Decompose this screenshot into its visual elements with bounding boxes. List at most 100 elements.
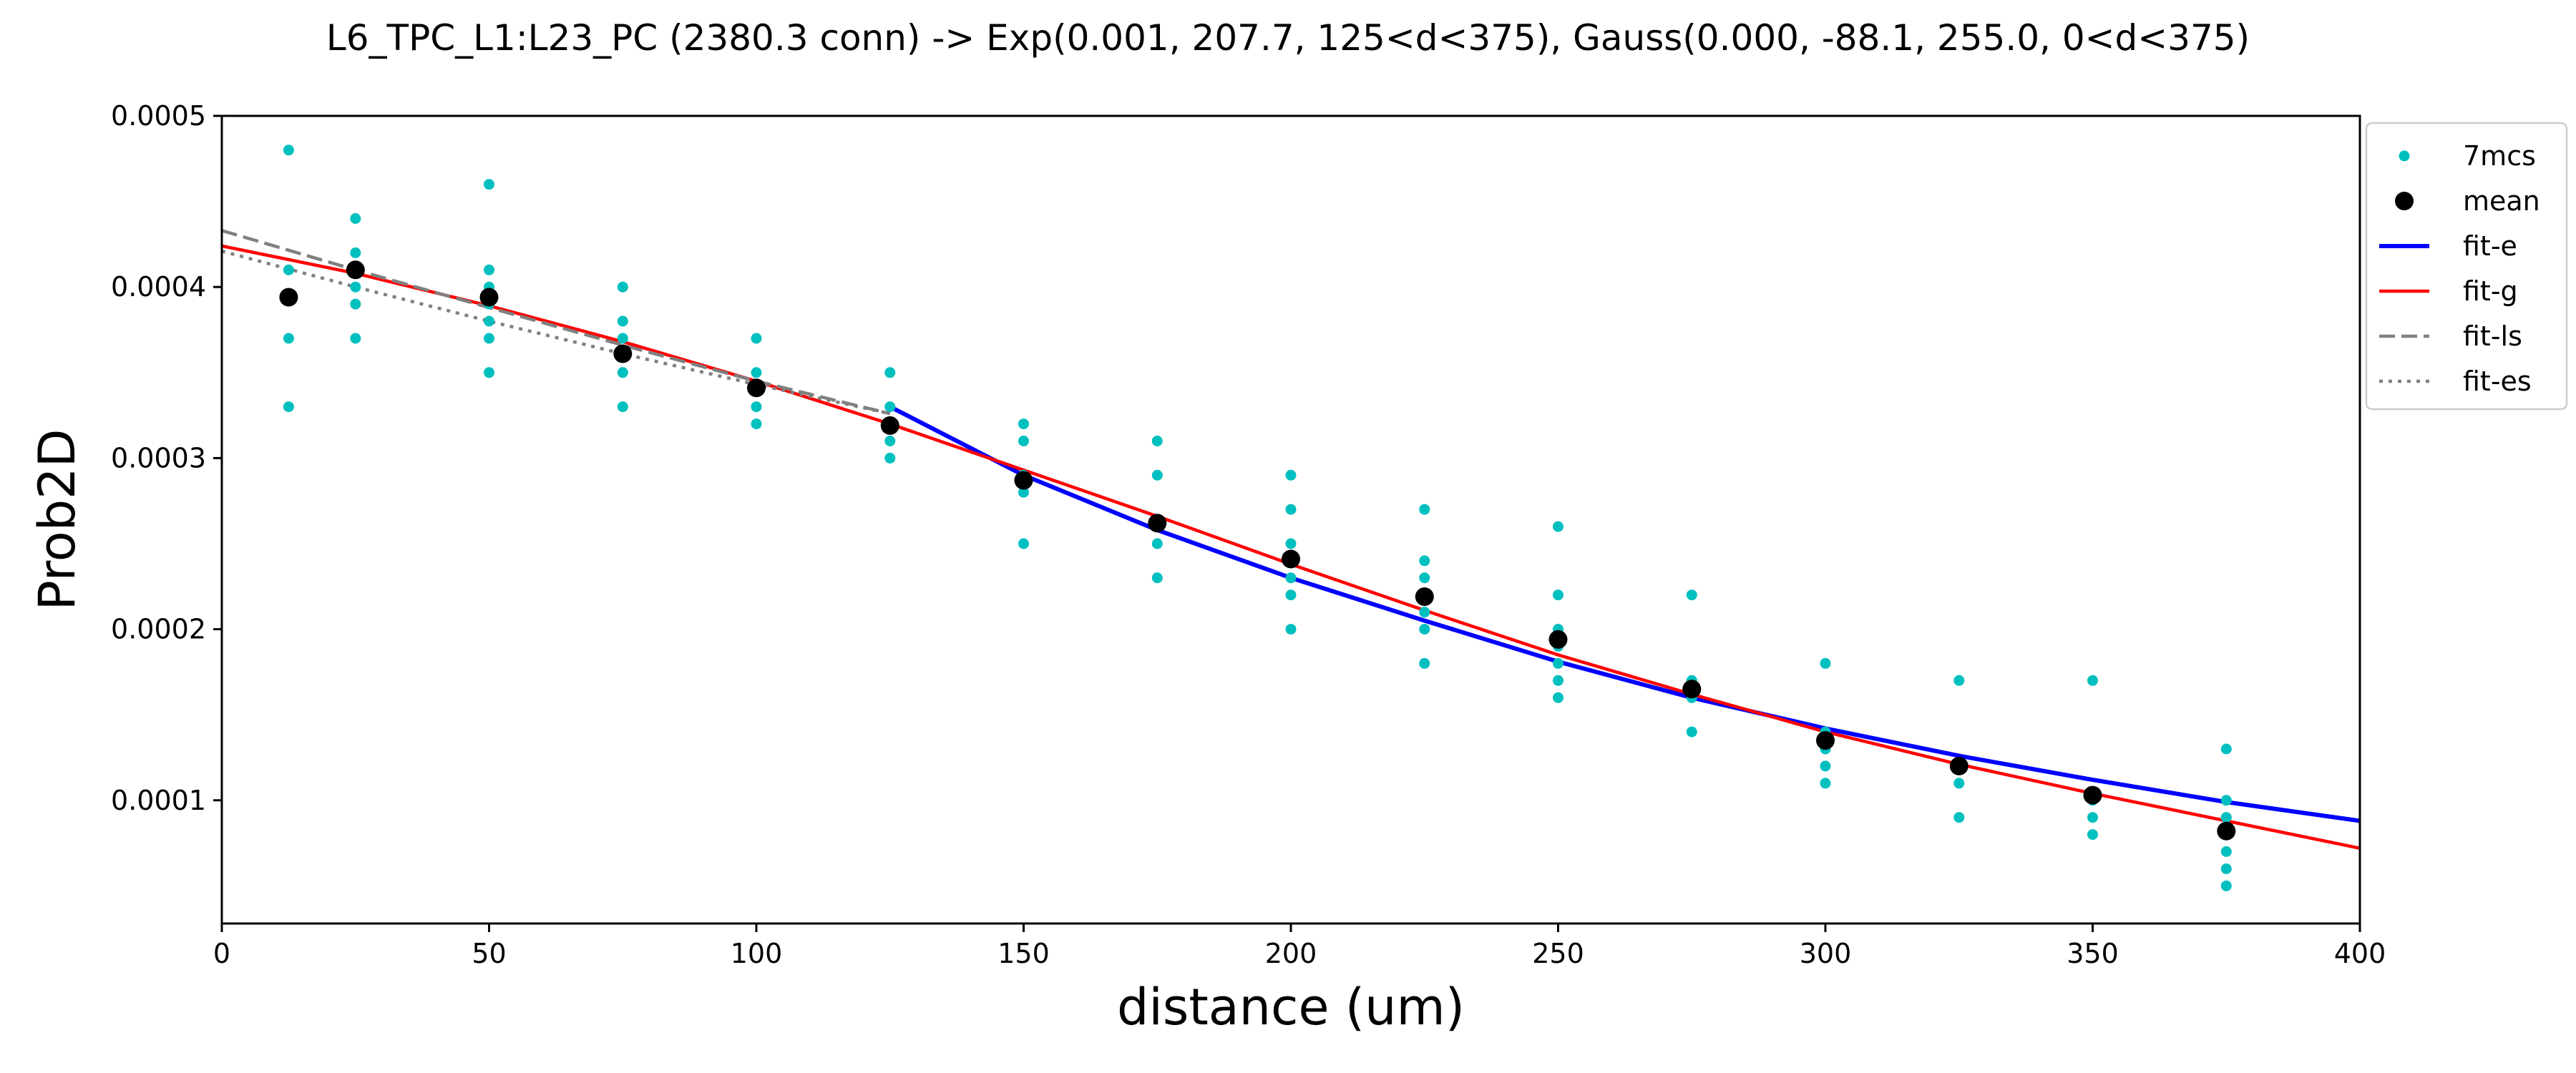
data-point-mean bbox=[613, 344, 633, 363]
data-point-7mcs bbox=[2220, 863, 2232, 874]
legend-marker-mean bbox=[2395, 192, 2414, 210]
legend-label-mean: mean bbox=[2463, 185, 2540, 217]
data-point-7mcs bbox=[2220, 795, 2232, 806]
legend-label-fit-es: fit-es bbox=[2463, 366, 2532, 397]
data-point-mean bbox=[479, 288, 499, 307]
data-point-7mcs bbox=[1553, 521, 1563, 532]
data-point-7mcs bbox=[283, 264, 294, 275]
data-point-7mcs bbox=[350, 213, 361, 224]
data-point-mean bbox=[1548, 629, 1568, 649]
data-point-7mcs bbox=[884, 436, 896, 446]
data-point-7mcs bbox=[617, 281, 628, 293]
legend-label-fit-ls: fit-ls bbox=[2463, 320, 2522, 352]
data-point-7mcs bbox=[1553, 692, 1563, 703]
data-point-7mcs bbox=[484, 367, 494, 378]
data-point-7mcs bbox=[2220, 880, 2232, 891]
series-line-fit-e bbox=[889, 404, 2360, 823]
data-point-7mcs bbox=[1151, 469, 1163, 481]
data-point-7mcs bbox=[1018, 418, 1029, 430]
series-line-fit-es bbox=[222, 249, 891, 416]
data-point-7mcs bbox=[2087, 812, 2098, 823]
data-point-7mcs bbox=[350, 298, 361, 310]
legend-marker-7mcs bbox=[2399, 150, 2410, 162]
chart-title: L6_TPC_L1:L23_PC (2380.3 conn) -> Exp(0.… bbox=[326, 17, 2250, 59]
data-point-7mcs bbox=[350, 281, 361, 293]
data-point-7mcs bbox=[1953, 778, 1965, 789]
data-point-mean bbox=[1816, 731, 1835, 750]
x-tick-label: 400 bbox=[2334, 938, 2386, 969]
data-point-7mcs bbox=[1419, 657, 1430, 669]
series-line-fit-ls bbox=[222, 229, 891, 416]
data-point-mean bbox=[1148, 514, 1167, 533]
data-point-mean bbox=[1282, 549, 1300, 569]
data-point-7mcs bbox=[1285, 624, 1297, 635]
x-tick-label: 250 bbox=[1532, 938, 1584, 969]
data-point-7mcs bbox=[751, 401, 762, 413]
x-tick-label: 100 bbox=[731, 938, 783, 969]
data-point-7mcs bbox=[1151, 436, 1163, 446]
data-point-mean bbox=[1415, 587, 1434, 607]
data-point-7mcs bbox=[1553, 589, 1563, 601]
data-point-7mcs bbox=[2220, 846, 2232, 857]
data-point-7mcs bbox=[1953, 675, 1965, 686]
data-point-7mcs bbox=[2087, 675, 2098, 686]
data-point-7mcs bbox=[1285, 538, 1297, 549]
data-point-mean bbox=[1949, 756, 1968, 775]
data-point-7mcs bbox=[617, 315, 628, 327]
y-axis: 0.0001 0.0002 0.0003 0.0004 0.0005 bbox=[111, 100, 222, 816]
data-point-7mcs bbox=[1820, 778, 1831, 789]
x-tick-label: 300 bbox=[1800, 938, 1852, 969]
data-point-mean bbox=[346, 260, 365, 280]
legend-label-fit-g: fit-g bbox=[2463, 275, 2518, 307]
x-axis: 0 50 100 150 200 250 300 350 400 bbox=[213, 923, 2386, 969]
data-point-7mcs bbox=[1285, 589, 1297, 601]
data-point-7mcs bbox=[1285, 469, 1297, 481]
data-point-7mcs bbox=[1686, 726, 1697, 738]
data-point-7mcs bbox=[1820, 760, 1831, 772]
data-point-mean bbox=[2217, 821, 2236, 841]
data-point-7mcs bbox=[1419, 504, 1430, 515]
data-point-7mcs bbox=[2220, 743, 2232, 755]
data-point-mean bbox=[1682, 680, 1702, 699]
data-point-7mcs bbox=[1553, 657, 1563, 669]
x-tick-label: 150 bbox=[997, 938, 1050, 969]
data-point-7mcs bbox=[1285, 504, 1297, 515]
data-point-7mcs bbox=[751, 418, 762, 430]
data-point-mean bbox=[1014, 471, 1033, 490]
y-tick-label: 0.0001 bbox=[111, 785, 206, 816]
x-tick-label: 50 bbox=[472, 938, 506, 969]
plot-area bbox=[222, 144, 2360, 891]
y-tick-label: 0.0005 bbox=[111, 100, 206, 132]
data-point-7mcs bbox=[1553, 675, 1563, 686]
data-point-7mcs bbox=[1419, 555, 1430, 567]
data-point-mean bbox=[2083, 785, 2102, 805]
data-point-7mcs bbox=[1285, 572, 1297, 584]
data-point-7mcs bbox=[1419, 624, 1430, 635]
x-tick-label: 350 bbox=[2067, 938, 2119, 969]
data-point-7mcs bbox=[484, 179, 494, 190]
plot-frame bbox=[220, 114, 2361, 925]
data-point-7mcs bbox=[350, 333, 361, 344]
data-point-7mcs bbox=[884, 452, 896, 464]
data-point-mean bbox=[747, 378, 766, 398]
data-point-7mcs bbox=[1018, 538, 1029, 549]
x-axis-label: distance (um) bbox=[1117, 978, 1465, 1037]
data-point-7mcs bbox=[1018, 486, 1029, 498]
data-point-7mcs bbox=[350, 247, 361, 258]
y-tick-label: 0.0004 bbox=[111, 271, 206, 303]
data-point-7mcs bbox=[1419, 607, 1430, 618]
data-point-7mcs bbox=[283, 144, 294, 156]
data-point-7mcs bbox=[484, 264, 494, 275]
data-point-7mcs bbox=[283, 401, 294, 413]
data-point-7mcs bbox=[1018, 436, 1029, 446]
data-point-7mcs bbox=[1686, 589, 1697, 601]
legend-label-fit-e: fit-e bbox=[2463, 230, 2517, 262]
x-tick-label: 200 bbox=[1265, 938, 1317, 969]
data-point-7mcs bbox=[484, 315, 494, 327]
data-point-7mcs bbox=[751, 333, 762, 344]
legend: 7mcs mean fit-e fit-g fit-ls fit-es bbox=[2365, 122, 2568, 411]
y-axis-label: Prob2D bbox=[28, 429, 87, 611]
data-point-7mcs bbox=[1151, 572, 1163, 584]
data-point-7mcs bbox=[751, 367, 762, 378]
